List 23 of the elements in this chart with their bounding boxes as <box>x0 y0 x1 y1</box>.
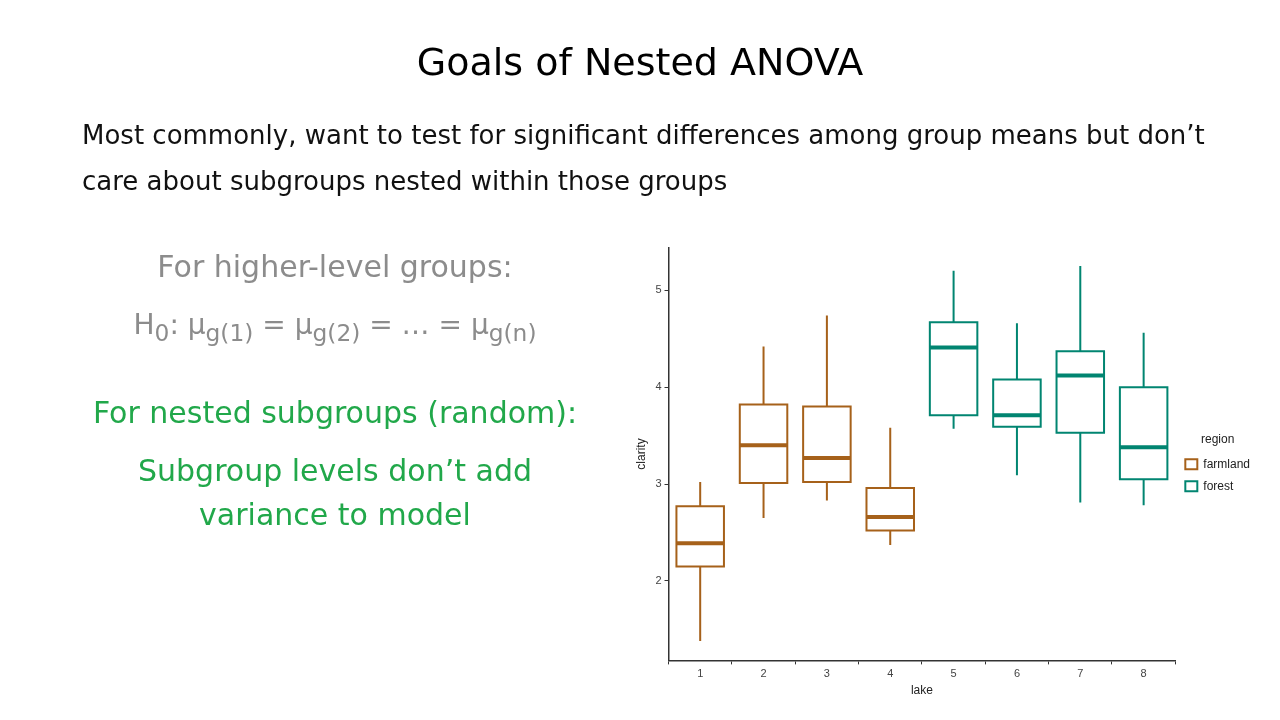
x-tick-label: 1 <box>697 667 704 680</box>
x-tick-label: 5 <box>950 667 957 680</box>
x-axis-title: lake <box>910 683 934 698</box>
x-tick-label: 7 <box>1077 667 1084 680</box>
y-tick-label: 3 <box>655 477 662 490</box>
y-tick-label: 2 <box>655 573 662 586</box>
legend-title: region <box>1200 432 1235 447</box>
chart-subtitle: Most commonly, want to test for significant differences among group means but don’t care about subgroups nested within those groups <box>82 119 1206 198</box>
chart-title: Goals of Nested ANOVA <box>415 40 865 84</box>
y-tick-label: 4 <box>655 380 662 393</box>
text: For higher-level groups: <box>156 248 514 286</box>
text: H$_{0}$: μ$_{g(1)}$ = μ$_{g(2)}$ = … = μ$_{g(n)}$ <box>132 307 538 349</box>
text: Subgroup levels don’t add variance to model <box>137 451 533 534</box>
y-axis-title: clarity <box>633 438 648 470</box>
x-tick-label: 2 <box>760 667 767 680</box>
x-tick-label: 8 <box>1140 667 1147 680</box>
x-tick-label: 3 <box>823 667 830 680</box>
y-tick-label: 5 <box>655 283 662 296</box>
legend-label: farmland <box>1203 456 1250 471</box>
text: For nested subgroups (random): <box>91 393 579 432</box>
x-tick-label: 4 <box>887 667 894 680</box>
x-tick-label: 6 <box>1013 667 1020 680</box>
legend-label: forest <box>1203 478 1234 493</box>
